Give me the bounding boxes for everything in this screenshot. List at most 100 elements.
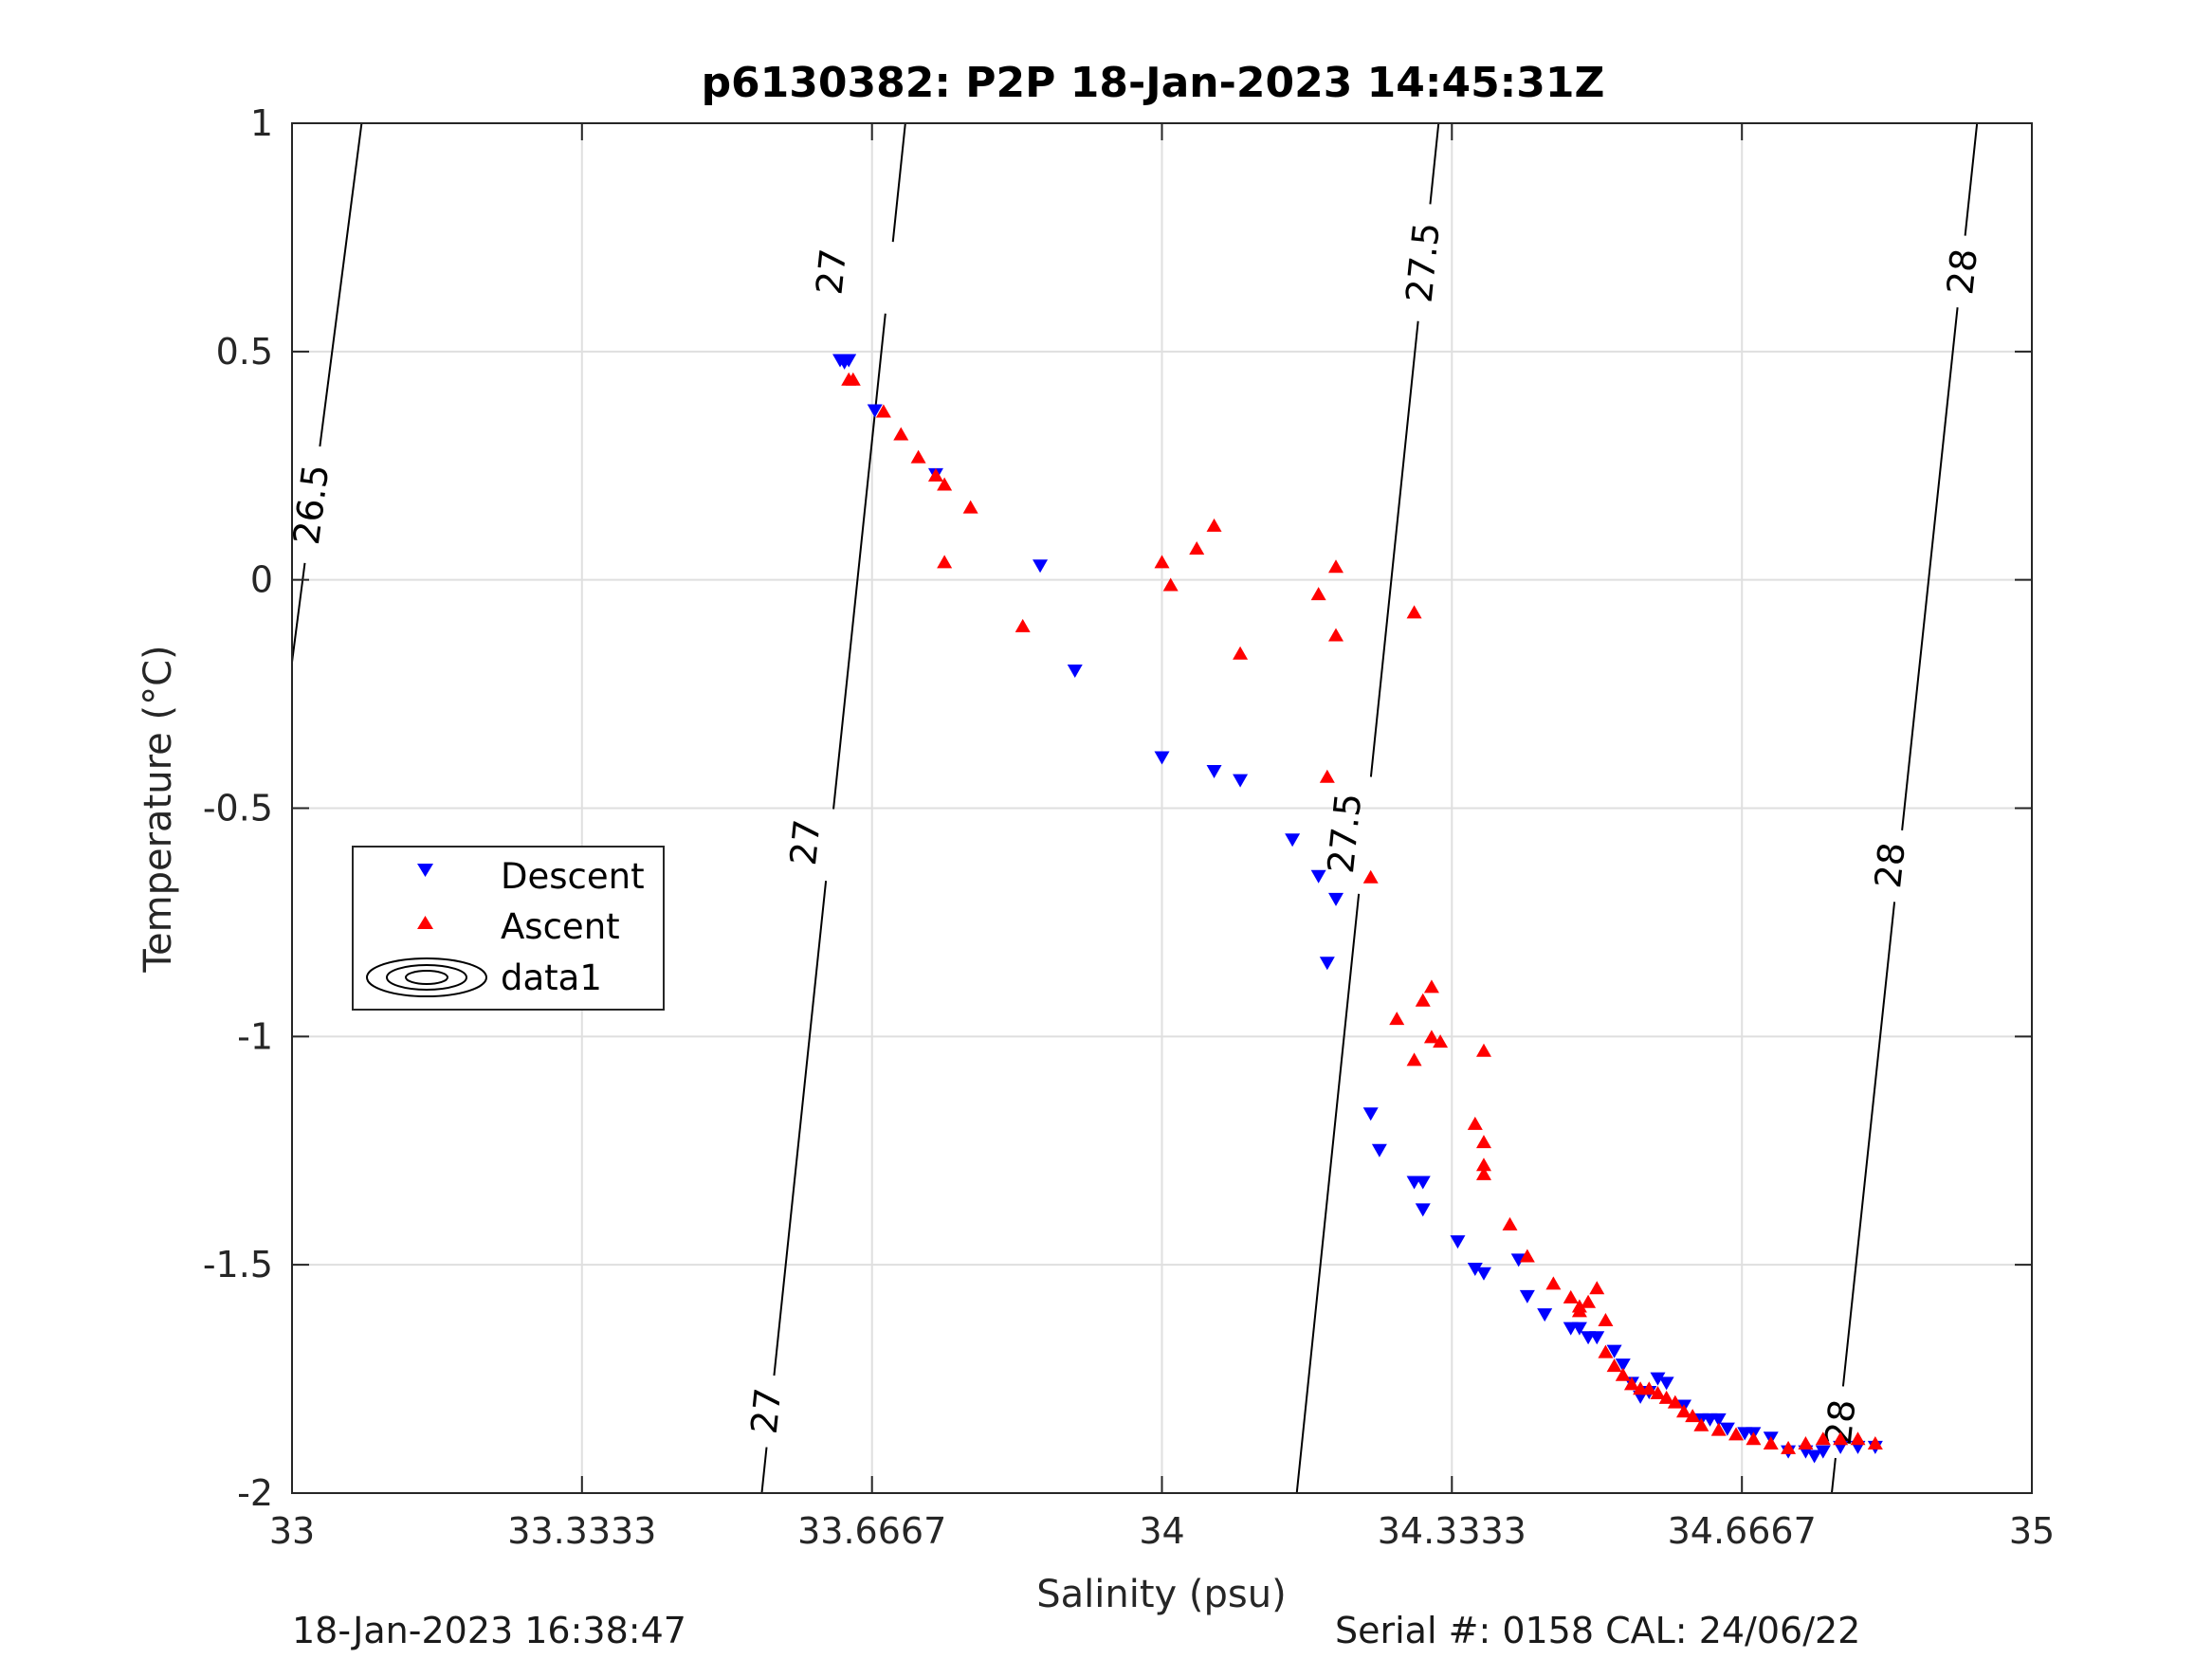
descent-point bbox=[1606, 1344, 1622, 1358]
ascent-point bbox=[1015, 618, 1031, 632]
isopycnal-line bbox=[760, 1447, 768, 1493]
descent-point bbox=[1450, 1235, 1466, 1249]
y-tick-label: 0 bbox=[250, 559, 273, 601]
ascent-point bbox=[1310, 587, 1326, 601]
isopycnal-line bbox=[1830, 1457, 1837, 1493]
legend-contour-label: data1 bbox=[501, 957, 602, 998]
chart-title: p6130382: P2P 18-Jan-2023 14:45:31Z bbox=[702, 59, 1605, 107]
ascent-point bbox=[1189, 540, 1205, 555]
ascent-point bbox=[1154, 555, 1170, 569]
descent-point bbox=[836, 356, 852, 370]
contour-label: 28 bbox=[1867, 840, 1913, 890]
descent-point bbox=[1510, 1253, 1526, 1267]
ascent-point bbox=[1545, 1276, 1562, 1290]
isopycnal-line bbox=[1964, 123, 1979, 236]
ascent-point bbox=[1763, 1436, 1779, 1450]
x-tick-label: 33.3333 bbox=[507, 1510, 656, 1552]
ascent-point bbox=[1676, 1404, 1691, 1418]
contour-label: 27.5 bbox=[1398, 221, 1448, 305]
descent-point bbox=[1415, 1176, 1431, 1190]
ascent-point bbox=[1519, 1249, 1535, 1263]
ascent-point bbox=[1598, 1344, 1614, 1358]
ascent-point bbox=[1233, 646, 1249, 660]
ascent-point bbox=[1423, 979, 1439, 994]
descent-point bbox=[1467, 1262, 1483, 1276]
axis-ticks: 33 33.3333 33.6667 34 34.3333 34.6667 35 1 0.5 0 -… bbox=[203, 102, 2055, 1552]
legend-ascent-label: Ascent bbox=[501, 906, 620, 947]
descent-point bbox=[1033, 559, 1049, 574]
legend-descent-marker bbox=[417, 864, 433, 877]
contour-label: 26.5 bbox=[285, 462, 337, 547]
ascent-point bbox=[910, 449, 926, 464]
ascent-point bbox=[937, 477, 953, 491]
descent-point bbox=[1710, 1413, 1727, 1427]
isopycnal-line bbox=[1295, 893, 1361, 1493]
footer-timestamp: 18-Jan-2023 16:38:47 bbox=[292, 1610, 686, 1651]
ascent-point bbox=[1658, 1390, 1674, 1404]
contour-label: 27 bbox=[782, 817, 829, 867]
y-tick-label: 0.5 bbox=[216, 331, 273, 373]
isopycnal-line bbox=[891, 123, 906, 243]
descent-point bbox=[1371, 1143, 1387, 1158]
ascent-point bbox=[1563, 1289, 1579, 1304]
descent-point bbox=[1615, 1358, 1631, 1373]
y-tick-label: -0.5 bbox=[203, 788, 273, 830]
ascent-point bbox=[1415, 993, 1431, 1007]
ascent-point bbox=[845, 372, 861, 386]
descent-point bbox=[1815, 1445, 1831, 1459]
descent-point bbox=[1650, 1372, 1666, 1386]
data-points bbox=[832, 354, 1883, 1464]
x-axis-label: Salinity (psu) bbox=[1036, 1573, 1286, 1616]
isopycnal-line bbox=[1369, 320, 1419, 777]
y-tick-label: 1 bbox=[250, 102, 273, 144]
ascent-point bbox=[1206, 518, 1222, 532]
descent-point bbox=[1589, 1331, 1605, 1345]
ascent-point bbox=[1581, 1294, 1597, 1308]
y-tick-label: -1 bbox=[237, 1015, 273, 1057]
ascent-point bbox=[962, 500, 978, 514]
ascent-point bbox=[1781, 1440, 1797, 1454]
ascent-point bbox=[1641, 1381, 1657, 1395]
descent-point bbox=[1310, 869, 1326, 884]
x-tick-label: 33 bbox=[269, 1510, 315, 1552]
ascent-point bbox=[1319, 769, 1335, 783]
contour-label: 27 bbox=[808, 246, 854, 297]
ascent-point bbox=[1867, 1436, 1883, 1450]
ascent-point bbox=[927, 467, 943, 482]
descent-point bbox=[1571, 1322, 1587, 1336]
ascent-point bbox=[875, 404, 891, 418]
x-tick-label: 34 bbox=[1139, 1510, 1184, 1552]
ascent-point bbox=[1328, 559, 1344, 574]
x-tick-label: 33.6667 bbox=[797, 1510, 946, 1552]
legend-contour-icon bbox=[366, 957, 487, 997]
isopycnal-line bbox=[1901, 307, 1959, 830]
x-tick-label: 35 bbox=[2009, 1510, 2055, 1552]
legend-descent-label: Descent bbox=[501, 856, 645, 897]
ascent-point bbox=[1615, 1367, 1631, 1381]
descent-point bbox=[1362, 1107, 1379, 1121]
descent-point bbox=[1319, 957, 1335, 971]
ascent-point bbox=[1815, 1431, 1831, 1446]
ascent-point bbox=[1833, 1431, 1849, 1446]
contour-label: 27.5 bbox=[1320, 792, 1369, 876]
descent-point bbox=[1806, 1449, 1822, 1464]
ascent-point bbox=[1423, 1030, 1439, 1044]
ascent-point bbox=[1406, 605, 1422, 619]
descent-point bbox=[1537, 1308, 1553, 1322]
ascent-point bbox=[1389, 1012, 1405, 1026]
ascent-point bbox=[1693, 1417, 1709, 1431]
ascent-point bbox=[1433, 1034, 1449, 1048]
ascent-point bbox=[937, 555, 953, 569]
ascent-point bbox=[1475, 1043, 1491, 1057]
ascent-point bbox=[1606, 1358, 1622, 1373]
ascent-point bbox=[1162, 577, 1179, 592]
footer-serial-cal: Serial #: 0158 CAL: 24/06/22 bbox=[1335, 1610, 1861, 1651]
ascent-point bbox=[1598, 1312, 1614, 1326]
ascent-point bbox=[1475, 1158, 1491, 1172]
isopycnal-line bbox=[319, 123, 363, 447]
contour-label: 28 bbox=[1939, 246, 1985, 297]
ascent-point bbox=[1475, 1135, 1491, 1149]
ascent-point bbox=[1685, 1409, 1701, 1423]
ascent-point bbox=[893, 427, 909, 441]
